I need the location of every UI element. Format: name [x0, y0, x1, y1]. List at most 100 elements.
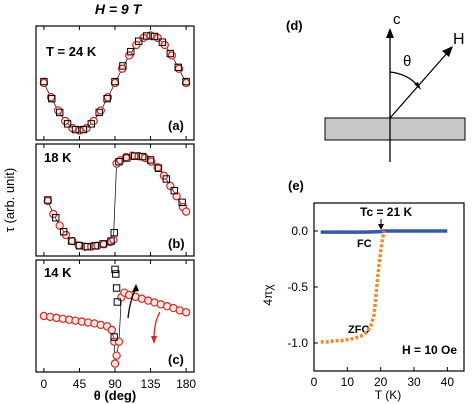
panel-e-ylabel: 4πχ: [261, 284, 275, 306]
c-axis-arrowhead: [386, 28, 394, 38]
sample-slab: [324, 117, 466, 141]
panel-b-square-point: [75, 242, 84, 250]
panel-a-square-point: [174, 63, 182, 72]
panel-b-square-point: [170, 186, 178, 195]
left-ylabel: τ (arb. unit): [2, 168, 17, 232]
panel-a-circle-point: [132, 40, 141, 50]
panel-b-circle-point: [55, 221, 64, 230]
panel-a-square-point: [48, 94, 56, 103]
panel-c: 14 K (c): [35, 259, 195, 373]
panel-a-square-point: [119, 62, 127, 70]
left-x-tick-label: 0: [41, 377, 48, 391]
theta-label: θ: [403, 53, 411, 70]
panel-b-circle-point: [109, 235, 118, 244]
panel-a-temp-label: T = 24 K: [46, 44, 97, 59]
panel-e-ytick-label: 0.0: [291, 224, 308, 238]
panel-a-square-point: [87, 120, 95, 128]
panel-b-square-point: [115, 158, 123, 166]
panel-b-square-point: [91, 242, 99, 250]
panel-a-tag: (a): [168, 118, 184, 133]
panel-a-square-point: [127, 47, 135, 56]
left-x-tick-label: 90: [108, 377, 122, 391]
panel-e-xtick-label: 40: [441, 375, 455, 389]
panel-a-circle-point: [125, 51, 134, 60]
panel-c-circle-point: [114, 337, 124, 346]
c-axis-label: c: [393, 11, 401, 28]
panel-c-circle-point: [112, 351, 121, 360]
panel-b-square-point: [110, 228, 118, 237]
left-x-tick-label: 135: [141, 377, 161, 391]
left-x-tick-label: 45: [73, 377, 87, 391]
panel-c-tag: (c): [168, 352, 184, 367]
panel-b-square-point: [59, 228, 68, 236]
panel-a-circle-point: [53, 106, 63, 115]
panel-c-square-point: [112, 284, 121, 292]
panel-a-square-point: [158, 38, 167, 46]
panel-a-circle-point: [39, 78, 49, 88]
panel-b-square-point: [162, 175, 171, 183]
panel-a-square-point: [111, 77, 119, 86]
panel-b-square-point: [52, 214, 60, 222]
panel-c-circle-point: [107, 325, 117, 335]
theta-arc-arrowhead: [414, 82, 421, 90]
panel-a-square-point: [182, 77, 190, 86]
panel-b-square-point: [146, 156, 155, 164]
panel-e-y-ticks: 0.0 -0.5 -1.0: [287, 224, 318, 350]
panel-a-square-point: [79, 125, 88, 134]
panel-a-square-point: [150, 32, 159, 41]
figure-title: H = 9 T: [95, 1, 143, 17]
panel-d-tag: (d): [286, 18, 303, 33]
panel-e-tag: (e): [288, 178, 304, 193]
panel-e-xtick-label: 30: [407, 375, 421, 389]
panel-a-square-point: [40, 77, 48, 86]
panel-e-x-ticks: 0 10 20 30 40: [311, 367, 455, 389]
panel-c-square-point: [110, 333, 118, 341]
panel-b-square-point: [99, 240, 107, 248]
panel-a-square-point: [166, 49, 175, 58]
panel-b-tag: (b): [168, 236, 185, 251]
panel-a: T = 24 K (a): [35, 25, 195, 141]
sweep-arrow-up-head: [132, 284, 139, 292]
panel-e-xtick-label: 0: [311, 375, 318, 389]
h-field-label: H: [453, 31, 465, 48]
panel-a-circle-point: [181, 78, 191, 88]
panel-b-circle-point: [172, 192, 181, 201]
panel-c-circle-point: [181, 308, 191, 317]
panel-e-xtick-label: 10: [341, 375, 355, 389]
panel-b-square-point: [67, 237, 76, 245]
panel-b-square-point: [178, 198, 186, 207]
panel-b-square-point: [107, 237, 115, 245]
panel-b-square-point: [123, 154, 131, 162]
field-label: H = 10 Oe: [402, 343, 457, 357]
panel-e: (e) 4πχ T (K) Tc = 21 K FC ZFC H = 10 Oe…: [261, 178, 465, 402]
sweep-arrow-down: [153, 311, 161, 341]
panel-b-square-point: [44, 196, 52, 204]
panel-b-square-point: [138, 152, 147, 161]
left-x-tick-labels: 0 45 90 135 180: [41, 377, 197, 391]
panel-b-square-point: [154, 164, 163, 172]
panel-e-ytick-label: -1.0: [287, 336, 308, 350]
panel-b-circle-point: [49, 209, 58, 219]
panel-a-square-point: [71, 125, 80, 134]
h-field-arrowhead: [442, 46, 453, 57]
tc-label: Tc = 21 K: [360, 205, 412, 219]
panel-a-circle-point: [167, 51, 177, 60]
panel-d: (d) c H θ: [286, 11, 466, 162]
panel-a-circle-point: [110, 78, 120, 88]
panel-c-square-point: [111, 265, 119, 274]
zfc-curve: [320, 230, 386, 344]
panel-e-xtick-label: 20: [374, 375, 388, 389]
sweep-arrow-down-head: [151, 336, 157, 344]
panel-c-square-point: [113, 298, 122, 306]
panel-a-square-point: [56, 108, 64, 117]
panel-a-square-point: [103, 94, 111, 103]
panel-a-square-point: [142, 32, 151, 40]
panel-c-temp-label: 14 K: [44, 265, 72, 280]
panel-c-circle-point: [110, 359, 120, 368]
panel-b-square-point: [131, 152, 139, 160]
panel-b-temp-label: 18 K: [44, 150, 72, 165]
panel-b: 18 K (b): [35, 143, 195, 257]
panel-a-circle-point: [96, 106, 105, 115]
left-x-tick-label: 180: [176, 377, 196, 391]
